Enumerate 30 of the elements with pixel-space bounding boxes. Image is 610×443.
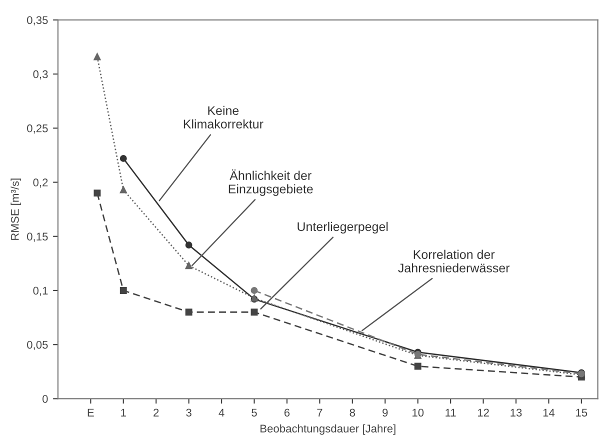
x-tick-label: 5 (252, 408, 257, 417)
x-tick-label: 1 (121, 408, 126, 416)
y-tick-label: 0,1 (33, 286, 48, 296)
y-tick-label: 0,25 (27, 124, 48, 134)
y-tick-label: 0,35 (27, 16, 48, 26)
y-tick-label: 0,3 (33, 70, 48, 80)
x-tick-label: 2 (154, 408, 159, 416)
x-tick-label: 11 (446, 408, 456, 416)
x-tick-label: 14 (543, 408, 555, 416)
x-tick-label: 9 (382, 408, 388, 417)
y-axis-title: RMSE [m³/s] (10, 178, 22, 240)
x-tick-label: 12 (478, 408, 489, 416)
x-tick-label: 6 (284, 408, 290, 417)
x-tick-label: 8 (350, 408, 356, 417)
x-axis-title: Beobachtungsdauer [Jahre] (260, 424, 396, 435)
x-tick-label: 4 (218, 408, 224, 416)
x-tick-label: 10 (412, 408, 424, 417)
y-tick-label: 0,2 (33, 178, 48, 188)
x-tick-label: E (88, 408, 94, 416)
y-tick-label: 0,15 (27, 232, 48, 242)
x-tick-label: 13 (510, 408, 522, 417)
y-tick-label: 0 (42, 394, 48, 403)
annotation: Ähnlichkeit der Einzugsgebiete (228, 169, 313, 196)
y-tick-label: 0,05 (27, 340, 48, 350)
x-tick-label: 15 (576, 408, 588, 417)
x-tick-label: 7 (317, 408, 322, 416)
annotation: Korrelation der Jahresniederwässer (398, 250, 510, 272)
x-tick-label: 3 (186, 408, 192, 417)
annotation: Keine Klimakorrektur (184, 106, 264, 128)
annotation: Unterliegerpegel (298, 222, 388, 234)
